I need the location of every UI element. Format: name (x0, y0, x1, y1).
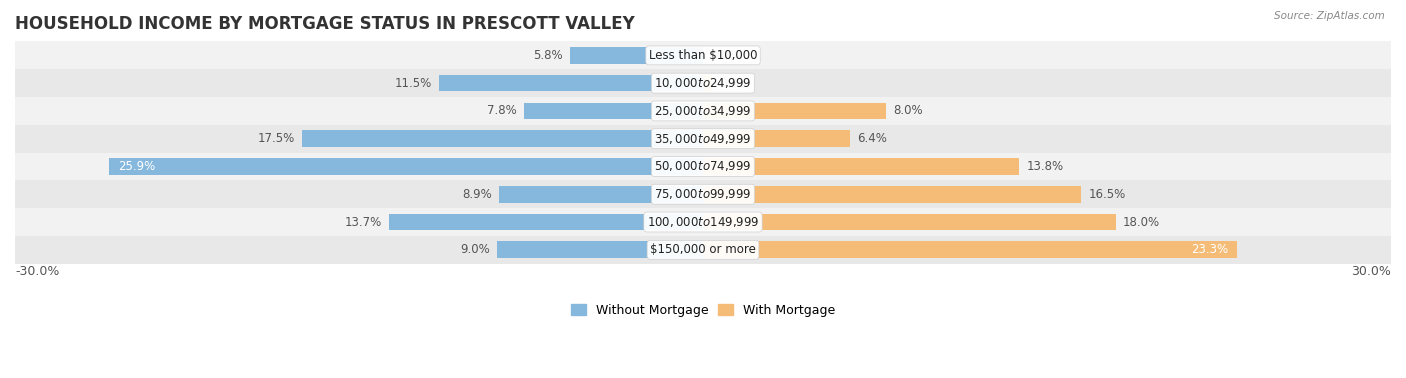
Bar (302, 130, 703, 147)
Text: 8.0%: 8.0% (893, 104, 922, 118)
Bar (524, 102, 703, 119)
Text: 6.4%: 6.4% (856, 132, 887, 145)
Bar (703, 75, 713, 91)
Bar (15, 125, 1391, 153)
Text: 11.5%: 11.5% (395, 77, 433, 90)
Bar (703, 214, 1116, 230)
Bar (15, 236, 1391, 264)
Bar (15, 69, 1391, 97)
Bar (15, 42, 1391, 69)
Bar (703, 102, 886, 119)
Bar (496, 242, 703, 258)
Text: 0.4%: 0.4% (718, 77, 749, 90)
Bar (569, 47, 703, 64)
Text: 18.0%: 18.0% (1122, 215, 1160, 229)
Bar (15, 180, 1391, 208)
Bar (15, 208, 1391, 236)
Bar (703, 242, 1237, 258)
Text: 7.8%: 7.8% (488, 104, 517, 118)
Text: 25.9%: 25.9% (118, 160, 156, 173)
Bar (389, 214, 703, 230)
Bar (15, 97, 1391, 125)
Text: 9.0%: 9.0% (460, 243, 489, 256)
Bar (703, 130, 849, 147)
Text: $150,000 or more: $150,000 or more (650, 243, 756, 256)
Text: 17.5%: 17.5% (257, 132, 295, 145)
Text: $75,000 to $99,999: $75,000 to $99,999 (654, 187, 752, 201)
Text: $100,000 to $149,999: $100,000 to $149,999 (647, 215, 759, 229)
Bar (703, 158, 1019, 175)
Text: $50,000 to $74,999: $50,000 to $74,999 (654, 160, 752, 174)
Bar (499, 186, 703, 203)
Text: 23.3%: 23.3% (1191, 243, 1229, 256)
Text: $10,000 to $24,999: $10,000 to $24,999 (654, 76, 752, 90)
Text: -30.0%: -30.0% (15, 265, 59, 278)
Text: $35,000 to $49,999: $35,000 to $49,999 (654, 132, 752, 146)
Text: 30.0%: 30.0% (1351, 265, 1391, 278)
Text: HOUSEHOLD INCOME BY MORTGAGE STATUS IN PRESCOTT VALLEY: HOUSEHOLD INCOME BY MORTGAGE STATUS IN P… (15, 15, 634, 33)
Bar (703, 186, 1081, 203)
Bar (439, 75, 703, 91)
Text: 8.9%: 8.9% (463, 188, 492, 201)
Bar (110, 158, 703, 175)
Text: 0.0%: 0.0% (710, 49, 740, 62)
Text: 13.8%: 13.8% (1026, 160, 1063, 173)
Text: Less than $10,000: Less than $10,000 (648, 49, 758, 62)
Text: 13.7%: 13.7% (344, 215, 382, 229)
Text: $25,000 to $34,999: $25,000 to $34,999 (654, 104, 752, 118)
Legend: Without Mortgage, With Mortgage: Without Mortgage, With Mortgage (565, 299, 841, 322)
Text: Source: ZipAtlas.com: Source: ZipAtlas.com (1274, 11, 1385, 21)
Bar (15, 153, 1391, 180)
Text: 5.8%: 5.8% (533, 49, 564, 62)
Text: 16.5%: 16.5% (1088, 188, 1126, 201)
